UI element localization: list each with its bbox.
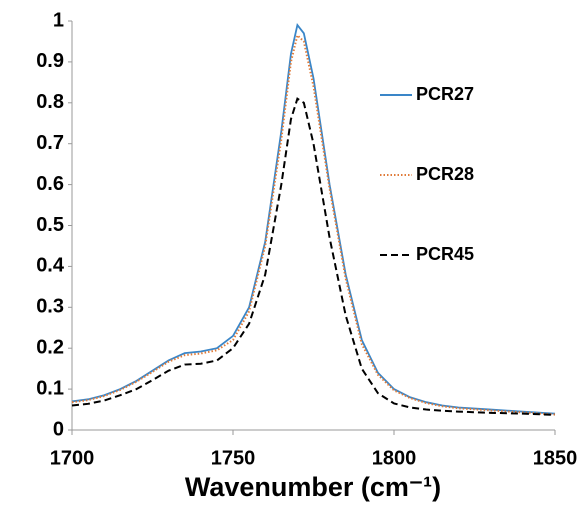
legend-label: PCR28 — [416, 164, 474, 184]
x-tick-label: 1700 — [50, 447, 95, 469]
x-tick-label: 1750 — [211, 447, 256, 469]
y-tick-label: 0.5 — [36, 214, 64, 236]
y-tick-label: 0.1 — [36, 377, 64, 399]
y-tick-label: 1 — [53, 9, 64, 31]
x-tick-label: 1800 — [372, 447, 417, 469]
y-tick-label: 0.9 — [36, 50, 64, 72]
y-tick-label: 0 — [53, 418, 64, 440]
data-line — [71, 33, 556, 416]
legend-label: PCR27 — [416, 84, 474, 104]
y-tick-label: 0.6 — [36, 173, 64, 195]
y-tick-label: 0.4 — [36, 255, 65, 277]
x-axis-title: Wavenumber (cm⁻¹) — [185, 472, 441, 502]
x-tick-label: 1850 — [533, 447, 578, 469]
data-line — [71, 97, 556, 416]
y-tick-label: 0.7 — [36, 132, 64, 154]
y-tick-label: 0.2 — [36, 336, 64, 358]
legend-label: PCR45 — [416, 244, 474, 264]
y-tick-label: 0.8 — [36, 91, 64, 113]
y-tick-label: 0.3 — [36, 296, 64, 318]
